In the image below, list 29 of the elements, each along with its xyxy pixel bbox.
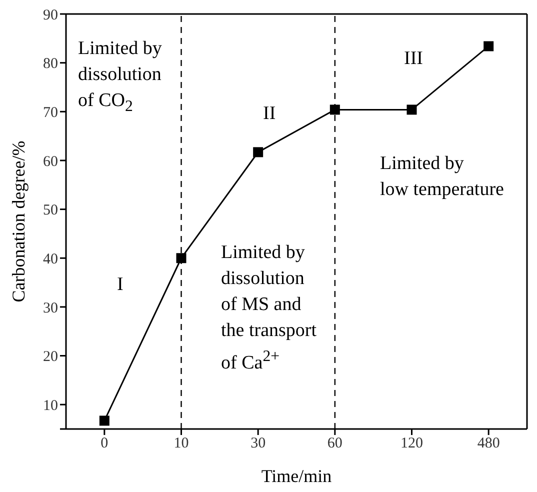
y-tick-label: 30 (43, 300, 58, 316)
x-tick-label: 480 (477, 436, 500, 452)
x-axis-title: Time/min (261, 466, 332, 486)
annotation: Limited by dissolution of MS and the transport of Ca$^{2+}$ (221, 241, 317, 376)
y-tick-label: 70 (43, 104, 58, 121)
annotation: Limited by low temperature (380, 152, 504, 202)
x-tick-label: 0 (100, 436, 108, 452)
point (484, 41, 494, 52)
x-tick-label: 60 (327, 436, 342, 452)
annotation: I (117, 273, 124, 297)
x-tick-label: 10 (174, 436, 189, 452)
y-tick-label: 80 (43, 56, 58, 72)
y-tick-label: 10 (43, 398, 58, 414)
y-tick-label: 90 (43, 7, 58, 24)
annotation: II (263, 102, 276, 126)
y-tick-label: 40 (43, 251, 58, 268)
point (176, 253, 186, 264)
annotation: Limited by dissolution of CO$_{2}$ (78, 37, 162, 117)
y-tick-label: 50 (43, 202, 58, 219)
x-tick-label: 30 (250, 436, 266, 452)
point (406, 104, 417, 115)
y-axis-title: Carbonation degree/% (8, 140, 28, 302)
y-tick-label: 60 (43, 154, 58, 170)
point (253, 147, 264, 158)
y-tick-label: 20 (43, 349, 58, 366)
x-tick-label: 120 (400, 436, 423, 452)
point (99, 416, 110, 426)
point (330, 104, 340, 115)
annotation: III (404, 47, 423, 71)
